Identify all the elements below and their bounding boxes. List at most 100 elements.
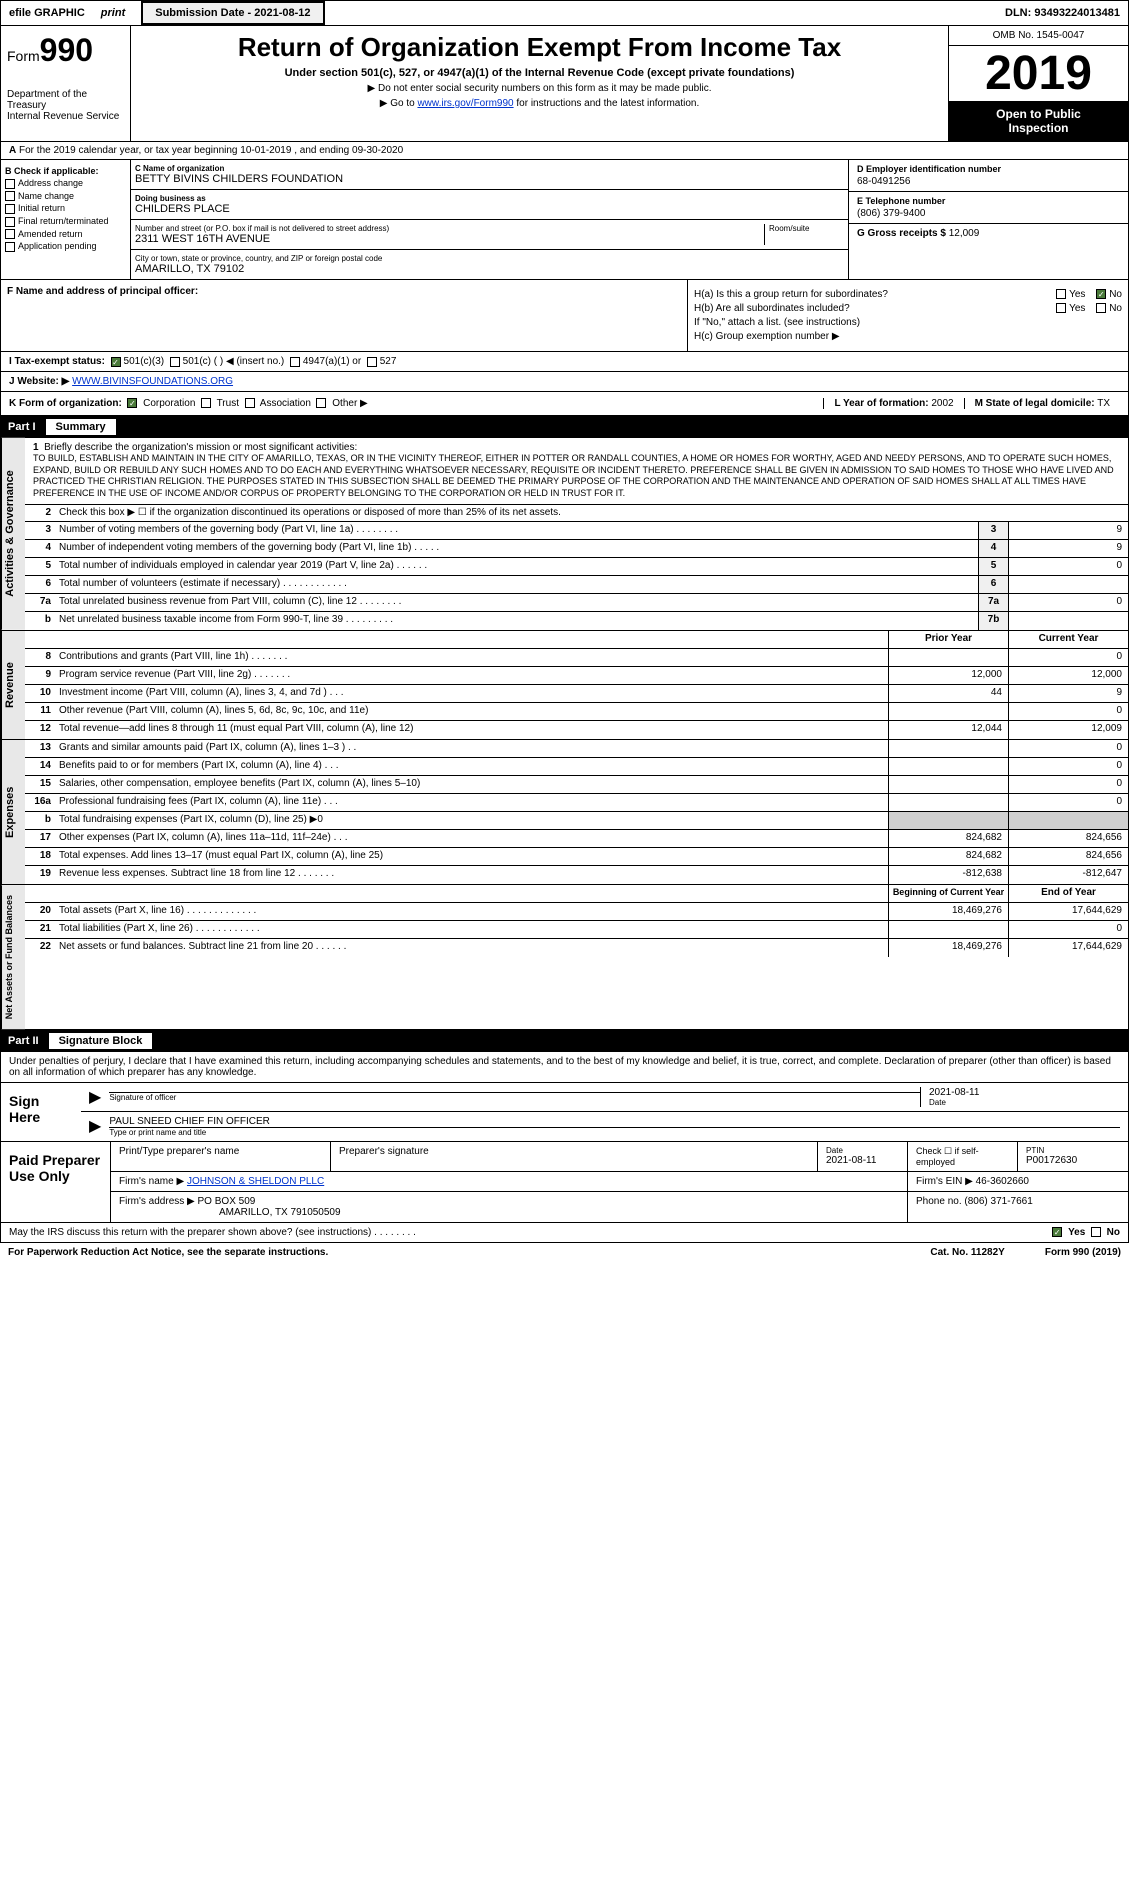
gross-value: 12,009 bbox=[949, 228, 980, 239]
ha-no-checkbox[interactable]: ✓ bbox=[1096, 289, 1106, 299]
header-right: OMB No. 1545-0047 2019 Open to Public In… bbox=[948, 26, 1128, 141]
period-text: For the 2019 calendar year, or tax year … bbox=[19, 145, 403, 156]
other-checkbox[interactable] bbox=[316, 398, 326, 408]
box-d-e-g: D Employer identification number 68-0491… bbox=[848, 160, 1128, 279]
print-label[interactable]: print bbox=[93, 3, 133, 23]
opt-application-pending[interactable]: Application pending bbox=[5, 241, 126, 252]
sig-date-label: Date bbox=[929, 1098, 1120, 1107]
sign-here-row: Sign Here ▶ Signature of officer 2021-08… bbox=[1, 1082, 1128, 1141]
part1-header: Part I Summary bbox=[0, 416, 1129, 438]
efile-label: efile GRAPHIC bbox=[1, 3, 93, 23]
year-formation-value: 2002 bbox=[931, 398, 953, 409]
addr-value: 2311 WEST 16TH AVENUE bbox=[135, 233, 764, 245]
line-17: 17Other expenses (Part IX, column (A), l… bbox=[25, 830, 1128, 848]
org-name-block: C Name of organization BETTY BIVINS CHIL… bbox=[131, 160, 848, 190]
goto-post: for instructions and the latest informat… bbox=[514, 98, 700, 109]
org-name-value: BETTY BIVINS CHILDERS FOUNDATION bbox=[135, 173, 844, 185]
tax-status-label: I Tax-exempt status: bbox=[9, 356, 105, 367]
opt-amended-return[interactable]: Amended return bbox=[5, 229, 126, 240]
cat-no: Cat. No. 11282Y bbox=[930, 1247, 1004, 1258]
phone-value: (806) 379-9400 bbox=[857, 208, 1120, 219]
department-label: Department of the Treasury Internal Reve… bbox=[7, 89, 124, 122]
inspection-line2: Inspection bbox=[955, 121, 1122, 135]
corp-checkbox[interactable]: ✓ bbox=[127, 398, 137, 408]
address-block: Number and street (or P.O. box if mail i… bbox=[131, 220, 848, 250]
hb-line: H(b) Are all subordinates included? Yes … bbox=[694, 303, 1122, 314]
hc-line: H(c) Group exemption number ▶ bbox=[694, 331, 1122, 342]
firm-addr1: PO BOX 509 bbox=[198, 1196, 256, 1207]
prep-date-value: 2021-08-11 bbox=[826, 1155, 899, 1166]
ein-value: 68-0491256 bbox=[857, 176, 1120, 187]
header-title-block: Return of Organization Exempt From Incom… bbox=[131, 26, 948, 141]
line-22: 22Net assets or fund balances. Subtract … bbox=[25, 939, 1128, 957]
discuss-no-checkbox[interactable] bbox=[1091, 1227, 1101, 1237]
header-left: Form990 Department of the Treasury Inter… bbox=[1, 26, 131, 141]
box-b-title: B Check if applicable: bbox=[5, 166, 99, 176]
preparer-section: Paid Preparer Use Only Print/Type prepar… bbox=[1, 1141, 1128, 1222]
501c3-checkbox[interactable]: ✓ bbox=[111, 357, 121, 367]
submission-date-button[interactable]: Submission Date - 2021-08-12 bbox=[141, 1, 324, 25]
revenue-side-label: Revenue bbox=[1, 631, 25, 739]
city-value: AMARILLO, TX 79102 bbox=[135, 263, 844, 275]
org-name-label: C Name of organization bbox=[135, 164, 844, 173]
gross-receipts-block: G Gross receipts $ 12,009 bbox=[849, 224, 1128, 243]
omb-number: OMB No. 1545-0047 bbox=[949, 26, 1128, 46]
box-h: H(a) Is this a group return for subordin… bbox=[688, 280, 1128, 351]
opt-address-change[interactable]: Address change bbox=[5, 178, 126, 189]
opt-initial-return[interactable]: Initial return bbox=[5, 203, 126, 214]
room-label: Room/suite bbox=[769, 224, 844, 233]
firm-phone-label: Phone no. bbox=[916, 1196, 962, 1207]
527-label: 527 bbox=[380, 356, 397, 367]
opt-name-change[interactable]: Name change bbox=[5, 191, 126, 202]
ha-yes-checkbox[interactable] bbox=[1056, 289, 1066, 299]
irs-link[interactable]: www.irs.gov/Form990 bbox=[417, 98, 513, 109]
part2-label: Part II bbox=[8, 1035, 39, 1047]
firm-name-link[interactable]: JOHNSON & SHELDON PLLC bbox=[187, 1176, 324, 1187]
dln-label: DLN: 93493224013481 bbox=[997, 3, 1128, 23]
line2-text: Check this box ▶ ☐ if the organization d… bbox=[55, 505, 1128, 521]
gross-label: G Gross receipts $ bbox=[857, 228, 946, 239]
501c-checkbox[interactable] bbox=[170, 357, 180, 367]
domicile-value: TX bbox=[1097, 398, 1110, 409]
firm-name-row: Firm's name ▶ JOHNSON & SHELDON PLLC Fir… bbox=[111, 1172, 1128, 1192]
self-employed-check[interactable]: Check ☐ if self-employed bbox=[908, 1142, 1018, 1171]
form-org-label: K Form of organization: bbox=[9, 398, 122, 409]
mission-block: 1 Briefly describe the organization's mi… bbox=[25, 438, 1128, 504]
line-16a: 16aProfessional fundraising fees (Part I… bbox=[25, 794, 1128, 812]
527-checkbox[interactable] bbox=[367, 357, 377, 367]
line-4: 4Number of independent voting members of… bbox=[25, 540, 1128, 558]
netassets-section: Net Assets or Fund Balances Beginning of… bbox=[0, 885, 1129, 1030]
phone-label: E Telephone number bbox=[857, 196, 1120, 206]
firm-name-label: Firm's name ▶ bbox=[119, 1176, 184, 1187]
dba-value: CHILDERS PLACE bbox=[135, 203, 844, 215]
hb-yes-checkbox[interactable] bbox=[1056, 303, 1066, 313]
officer-name: PAUL SNEED CHIEF FIN OFFICER bbox=[109, 1116, 1120, 1127]
expenses-side-label: Expenses bbox=[1, 740, 25, 884]
trust-checkbox[interactable] bbox=[201, 398, 211, 408]
footer-bottom: For Paperwork Reduction Act Notice, see … bbox=[0, 1243, 1129, 1262]
website-link[interactable]: WWW.BIVINSFOUNDATIONS.ORG bbox=[72, 376, 233, 387]
form-number-text: 990 bbox=[40, 32, 93, 68]
assoc-checkbox[interactable] bbox=[245, 398, 255, 408]
discuss-yes-checkbox[interactable]: ✓ bbox=[1052, 1227, 1062, 1237]
mission-text: TO BUILD, ESTABLISH AND MAINTAIN IN THE … bbox=[33, 453, 1120, 500]
form-ref: Form 990 (2019) bbox=[1045, 1247, 1121, 1258]
line-11: 11Other revenue (Part VIII, column (A), … bbox=[25, 703, 1128, 721]
website-row: J Website: ▶ WWW.BIVINSFOUNDATIONS.ORG bbox=[0, 372, 1129, 392]
netassets-header-row: Beginning of Current Year End of Year bbox=[25, 885, 1128, 903]
row-f-h: F Name and address of principal officer:… bbox=[0, 280, 1129, 352]
firm-ein-value: 46-3602660 bbox=[976, 1176, 1029, 1187]
hb-text: H(b) Are all subordinates included? bbox=[694, 303, 850, 314]
part2-title: Signature Block bbox=[49, 1033, 153, 1049]
4947-checkbox[interactable] bbox=[290, 357, 300, 367]
arrow-icon: ▶ bbox=[89, 1087, 101, 1107]
sig-officer-label: Signature of officer bbox=[109, 1092, 920, 1102]
line-9: 9Program service revenue (Part VIII, lin… bbox=[25, 667, 1128, 685]
hb-no-checkbox[interactable] bbox=[1096, 303, 1106, 313]
ptin-label: PTIN bbox=[1026, 1146, 1120, 1155]
begin-year-header: Beginning of Current Year bbox=[888, 885, 1008, 902]
line-5: 5Total number of individuals employed in… bbox=[25, 558, 1128, 576]
goto-line: ▶ Go to www.irs.gov/Form990 for instruct… bbox=[137, 98, 942, 109]
box-b: B Check if applicable: Address change Na… bbox=[1, 160, 131, 279]
opt-final-return[interactable]: Final return/terminated bbox=[5, 216, 126, 227]
